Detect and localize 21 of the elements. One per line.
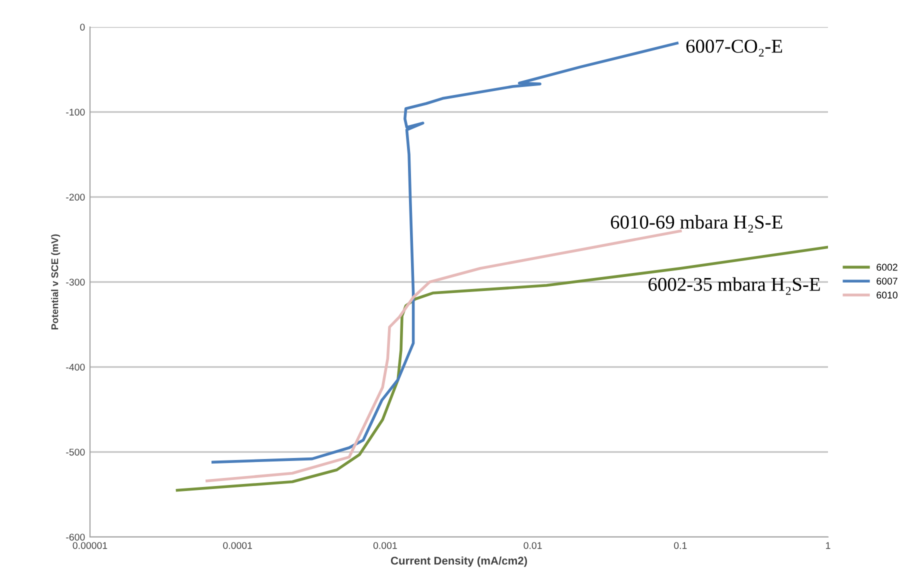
legend-label: 6007 bbox=[876, 278, 898, 285]
x-axis-title: Current Density (mA/cm2) bbox=[390, 556, 527, 567]
y-tick-label: -600 bbox=[66, 534, 85, 541]
x-tick-label: 1 bbox=[826, 542, 830, 549]
x-tick-label: 0.0001 bbox=[223, 542, 252, 549]
legend-label: 6010 bbox=[876, 292, 898, 299]
annotation: 6002-35 mbara H₂S-E bbox=[648, 277, 820, 295]
y-tick-label: -200 bbox=[66, 194, 85, 201]
x-tick-label: 0.01 bbox=[524, 542, 542, 549]
y-tick-label: -100 bbox=[66, 108, 85, 116]
x-tick-label: 0.001 bbox=[373, 542, 397, 549]
legend-label: 6002 bbox=[876, 264, 898, 271]
y-tick-label: 0 bbox=[80, 24, 85, 31]
x-tick-label: 0.1 bbox=[674, 542, 687, 549]
annotation: 6010-69 mbara H₂S-E bbox=[610, 215, 782, 232]
x-tick-label: 0.00001 bbox=[72, 542, 108, 549]
y-axis-title: Potential v SCE (mV) bbox=[51, 234, 60, 330]
y-tick-label: -300 bbox=[66, 278, 85, 286]
y-tick-label: -500 bbox=[66, 448, 85, 456]
annotation: 6007-CO₂-E bbox=[686, 40, 782, 57]
y-tick-label: -400 bbox=[66, 364, 85, 371]
